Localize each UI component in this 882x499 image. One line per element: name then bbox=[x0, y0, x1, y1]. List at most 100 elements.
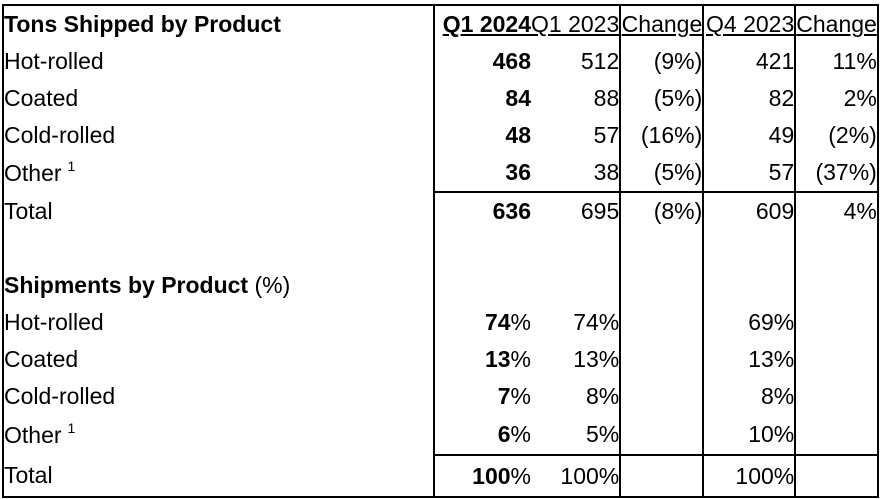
row-label: Hot-rolled bbox=[3, 43, 435, 80]
cell-q4-2023: 82 bbox=[703, 80, 797, 117]
cell-value: 48 bbox=[505, 122, 531, 148]
col-header-q1-2024: Q1 2024 bbox=[442, 11, 531, 37]
cell-q1-2024: 468 bbox=[434, 43, 531, 80]
section-title-normal: (%) bbox=[254, 272, 291, 298]
cell-q1-2024: 74% bbox=[434, 304, 531, 341]
cell-q1-2023: 88 bbox=[531, 80, 622, 117]
cell-q4-2023: 609 bbox=[703, 191, 797, 230]
cell-change-seq: 4% bbox=[795, 191, 878, 230]
cell-q4-2023: 49 bbox=[703, 117, 797, 154]
table-row-tons-coated: Coated 84 88 (5%) 82 2% bbox=[3, 80, 878, 117]
row-label: Hot-rolled bbox=[3, 304, 435, 341]
empty-cell bbox=[3, 230, 435, 267]
cell-q4-2023: 100% bbox=[703, 454, 797, 497]
cell-q1-2023: 74% bbox=[531, 304, 622, 341]
empty-cell bbox=[434, 267, 531, 304]
cell-q1-2023: 57 bbox=[531, 117, 622, 154]
table-title: Tons Shipped by Product bbox=[3, 5, 435, 43]
table-row-tons-other: Other 1 36 38 (5%) 57 (37%) bbox=[3, 154, 878, 192]
empty-cell bbox=[795, 267, 878, 304]
row-label: Coated bbox=[3, 341, 435, 378]
col-header-q4-2023: Q4 2023 bbox=[703, 5, 797, 43]
cell-q1-2024: 7% bbox=[434, 378, 531, 415]
cell-value: 468 bbox=[492, 48, 531, 74]
cell-value: 84 bbox=[505, 85, 531, 111]
cell-change-yoy bbox=[620, 378, 705, 415]
cell-suffix: % bbox=[510, 462, 531, 489]
shipments-table: Tons Shipped by Product Q1 2024 Q1 2023 … bbox=[2, 4, 879, 498]
cell-value: 6 bbox=[497, 421, 511, 447]
cell-q4-2023: 10% bbox=[703, 415, 797, 455]
cell-change-seq: 2% bbox=[843, 85, 877, 111]
cell-value: 636 bbox=[492, 198, 531, 224]
cell-change-yoy: (5%) bbox=[620, 154, 705, 192]
cell-q4-2023: 57 bbox=[703, 154, 797, 192]
empty-cell bbox=[620, 230, 705, 267]
cell-change-yoy: (9%) bbox=[620, 43, 705, 80]
cell-q1-2024: 13% bbox=[434, 341, 531, 378]
cell-value: 7 bbox=[497, 383, 511, 409]
cell-change-seq: (37%) bbox=[815, 159, 877, 185]
cell-suffix: % bbox=[510, 309, 531, 335]
cell-suffix: % bbox=[510, 346, 531, 372]
cell-q1-2023: 100% bbox=[531, 454, 622, 497]
cell-change-seq bbox=[795, 341, 878, 378]
section-header-row: Shipments by Product (%) bbox=[3, 267, 878, 304]
cell-q1-2024: 100% bbox=[434, 454, 531, 497]
cell-q1-2024: 6% bbox=[434, 415, 531, 455]
cell-change-seq bbox=[795, 415, 878, 455]
empty-cell bbox=[434, 230, 531, 267]
cell-q1-2023: 695 bbox=[531, 191, 622, 230]
cell-change-yoy: (16%) bbox=[620, 117, 705, 154]
row-label-text: Other bbox=[4, 159, 62, 186]
empty-cell bbox=[531, 267, 622, 304]
cell-change-seq: (2%) bbox=[828, 122, 877, 148]
cell-change-yoy bbox=[620, 454, 705, 497]
cell-value: 100 bbox=[472, 462, 511, 489]
cell-q4-2023: 421 bbox=[703, 43, 797, 80]
section-title-bold: Shipments by Product bbox=[4, 272, 249, 298]
table-row-pct-total: Total 100% 100% 100% bbox=[3, 454, 878, 497]
table-row-tons-cold-rolled: Cold-rolled 48 57 (16%) 49 (2%) bbox=[3, 117, 878, 154]
section-title: Shipments by Product (%) bbox=[3, 267, 435, 304]
row-label-text: Cold-rolled bbox=[4, 122, 116, 148]
cell-change-seq: 11% bbox=[832, 48, 877, 74]
cell-change-yoy: (8%) bbox=[620, 191, 705, 230]
cell-change-yoy: (5%) bbox=[620, 80, 705, 117]
row-label: Coated bbox=[3, 80, 435, 117]
cell-value: 13 bbox=[484, 346, 511, 372]
cell-q4-2023: 69% bbox=[703, 304, 797, 341]
cell-q1-2024: 48 bbox=[434, 117, 531, 154]
cell-change-yoy bbox=[620, 304, 705, 341]
table-row-pct-coated: Coated 13% 13% 13% bbox=[3, 341, 878, 378]
row-label: Other 1 bbox=[3, 154, 435, 192]
row-label-text: Coated bbox=[4, 346, 79, 372]
empty-cell bbox=[531, 230, 622, 267]
cell-q4-2023: 13% bbox=[703, 341, 797, 378]
row-label-text: Other bbox=[4, 421, 62, 448]
cell-q4-2023: 8% bbox=[703, 378, 797, 415]
table-row-pct-hot-rolled: Hot-rolled 74% 74% 69% bbox=[3, 304, 878, 341]
cell-q1-2023: 38 bbox=[531, 154, 622, 192]
cell-change-seq bbox=[795, 454, 878, 497]
table-row-tons-total: Total 636 695 (8%) 609 4% bbox=[3, 191, 878, 230]
table-header-row: Tons Shipped by Product Q1 2024 Q1 2023 … bbox=[3, 5, 878, 43]
spacer-row bbox=[3, 230, 878, 267]
cell-suffix: % bbox=[510, 421, 531, 447]
cell-q1-2024: 36 bbox=[434, 154, 531, 192]
row-label-text: Hot-rolled bbox=[4, 48, 104, 74]
row-label-text: Coated bbox=[4, 85, 79, 111]
row-label: Cold-rolled bbox=[3, 378, 435, 415]
row-label: Total bbox=[3, 455, 435, 497]
cell-value: 36 bbox=[505, 159, 531, 185]
empty-cell bbox=[620, 267, 705, 304]
cell-change-yoy bbox=[620, 341, 705, 378]
row-label-text: Cold-rolled bbox=[4, 383, 116, 409]
cell-suffix: % bbox=[510, 383, 531, 409]
cell-change-seq bbox=[795, 304, 878, 341]
cell-q1-2023: 13% bbox=[531, 341, 622, 378]
row-label: Cold-rolled bbox=[3, 117, 435, 154]
col-header-q1-2023: Q1 2023 bbox=[531, 5, 622, 43]
cell-value: 74 bbox=[484, 309, 511, 335]
